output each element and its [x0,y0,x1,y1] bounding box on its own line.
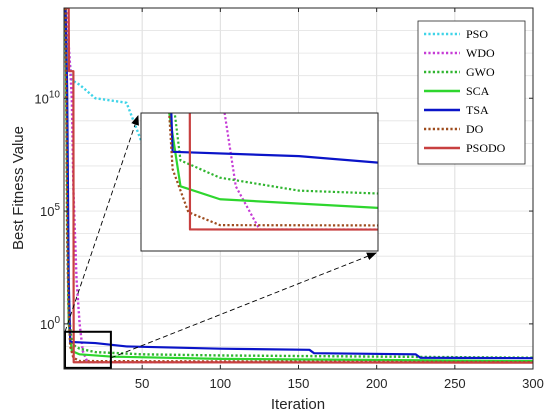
x-tick-label: 300 [522,376,544,391]
inset-series-line-gwo [173,113,378,195]
zoom-region-box [64,330,112,369]
inset-series-line-sca [168,113,378,209]
x-tick-label: 200 [366,376,388,391]
legend-label-wdo: WDO [466,46,495,60]
zoom-arrow [64,115,139,332]
legend: PSO WDO GWO SCA TSA DO PSODO [417,20,526,165]
legend-label-psodo: PSODO [466,141,506,155]
x-tick-label: 100 [209,376,231,391]
y-axis-label: Best Fitness Value [10,126,27,250]
legend-label-pso: PSO [466,27,488,41]
legend-label-sca: SCA [466,84,490,98]
inset-zoom [64,112,379,369]
series-line-do [64,8,533,364]
legend-label-gwo: GWO [466,65,495,79]
legend-label-tsa: TSA [466,103,489,117]
y-tick-label: 1010 [34,89,60,106]
x-tick-label: 150 [288,376,310,391]
inset-series-line-psodo [188,113,378,231]
legend-box [417,20,526,165]
y-tick-label: 100 [40,315,60,332]
inset-border [140,112,379,252]
series-line-gwo [64,8,533,359]
x-tick-label: 50 [135,376,149,391]
series-line-psodo [65,8,533,364]
x-axis-label: Iteration [271,396,325,413]
legend-label-do: DO [466,122,484,136]
y-tick-label: 105 [40,202,60,219]
inset-series-line-do [168,113,378,227]
inset-series [168,113,378,231]
axis-ticks: 50 100 150 200 250 300 100 105 1010 [34,8,544,391]
x-tick-label: 250 [444,376,466,391]
series-lines [64,8,533,364]
